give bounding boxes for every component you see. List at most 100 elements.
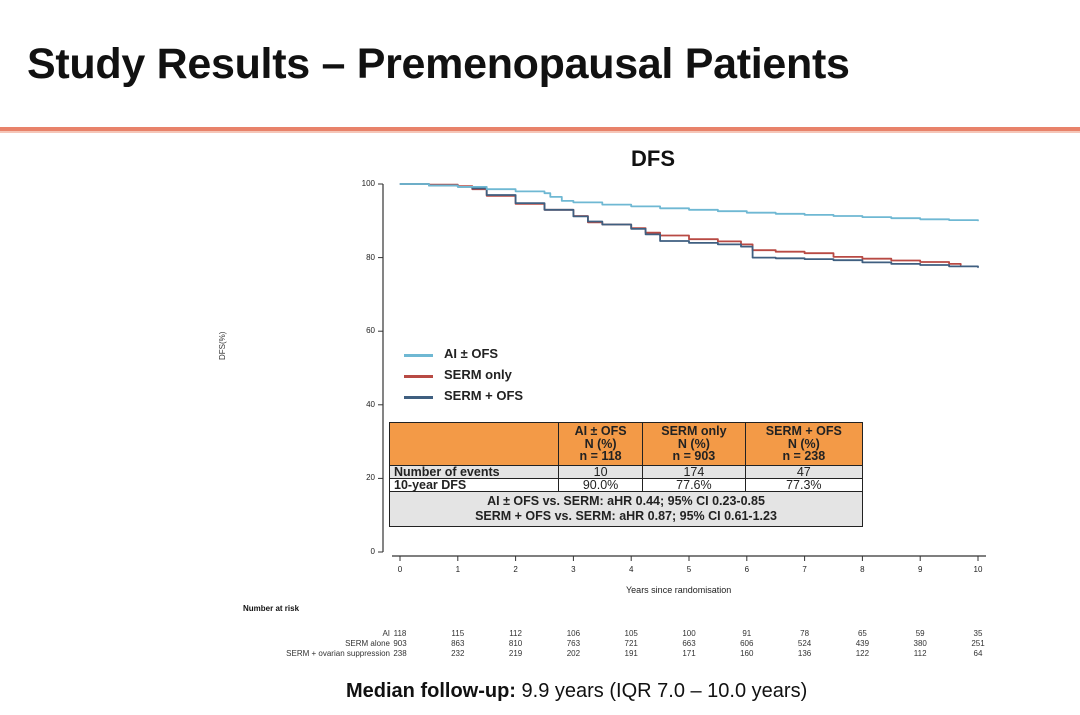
- cell-value: 90.0%: [557, 477, 644, 492]
- header-serm-ofs: SERM + OFS N (%) n = 238: [744, 422, 864, 466]
- table-row-events: Number of events 10 174 47: [389, 464, 864, 479]
- legend-swatch: [404, 396, 433, 399]
- data-point: [601, 223, 603, 226]
- number-at-risk-value: 810: [508, 639, 523, 648]
- data-point: [919, 218, 921, 220]
- y-tick-label: 60: [366, 326, 375, 336]
- data-point: [919, 261, 921, 263]
- cell-value: 77.6%: [642, 477, 746, 492]
- legend-item-serm-ofs: SERM + OFS: [404, 387, 584, 408]
- x-tick-label: 3: [571, 565, 576, 574]
- number-at-risk-value: 721: [624, 639, 638, 648]
- data-point: [977, 266, 979, 269]
- x-tick-label: 2: [513, 565, 518, 574]
- y-tick-label: 40: [366, 399, 375, 409]
- header-line: AI ± OFS: [574, 424, 627, 438]
- number-at-risk-value: 202: [566, 649, 581, 658]
- comparison-ai-vs-serm: AI ± OFS vs. SERM: aHR 0.44; 95% CI 0.23…: [487, 493, 765, 508]
- footer-bold: Median follow-up:: [346, 680, 516, 702]
- data-point: [543, 209, 546, 211]
- data-point: [804, 258, 806, 260]
- data-point: [832, 215, 835, 217]
- data-point: [549, 196, 551, 198]
- number-at-risk-value: 78: [800, 629, 810, 638]
- data-point: [746, 212, 748, 214]
- data-point: [688, 242, 690, 244]
- data-point: [515, 202, 517, 204]
- summary-table-header: AI ± OFS N (%) n = 118 SERM only N (%) n…: [389, 422, 864, 466]
- data-point: [890, 263, 892, 265]
- number-at-risk-value: 439: [855, 639, 870, 648]
- x-tick-label: 10: [973, 565, 983, 574]
- cell-value: 174: [642, 464, 746, 479]
- table-row-hazard-ratios: AI ± OFS vs. SERM: aHR 0.44; 95% CI 0.23…: [389, 490, 863, 527]
- y-tick-label: 0: [370, 547, 375, 556]
- number-at-risk-value: 863: [451, 639, 465, 648]
- data-point: [457, 186, 459, 188]
- curve-serm-only: [400, 183, 962, 266]
- number-at-risk-value: 232: [451, 649, 465, 658]
- data-point: [948, 265, 950, 268]
- data-point: [471, 187, 473, 190]
- legend-swatch: [404, 354, 433, 357]
- x-tick-label: 9: [917, 565, 923, 574]
- cell-value: 47: [744, 464, 864, 479]
- data-point: [977, 220, 979, 222]
- data-point: [543, 192, 546, 194]
- data-point: [948, 219, 950, 221]
- y-tick-label: 100: [361, 179, 375, 188]
- number-at-risk-value: 91: [742, 629, 752, 638]
- legend-label: SERM + OFS: [444, 388, 524, 403]
- number-at-risk-group-label: SERM + ovarian suppression: [286, 649, 390, 658]
- number-at-risk-value: 122: [855, 649, 870, 658]
- data-point: [659, 207, 661, 209]
- title-divider: [0, 127, 1080, 131]
- number-at-risk-value: 112: [913, 649, 927, 658]
- number-at-risk-value: 136: [797, 649, 812, 658]
- number-at-risk-value: 903: [393, 639, 407, 648]
- data-point: [486, 188, 488, 190]
- data-point: [717, 240, 719, 243]
- legend-swatch: [404, 375, 433, 378]
- data-point: [659, 240, 661, 242]
- footer-text: 9.9 years (IQR 7.0 – 10.0 years): [515, 680, 808, 702]
- number-at-risk-value: 663: [682, 639, 696, 648]
- header-line: N (%): [787, 436, 820, 451]
- y-tick-label: 20: [366, 473, 375, 483]
- header-serm-only: SERM only N (%) n = 903: [642, 422, 746, 466]
- legend-label: AI ± OFS: [444, 346, 499, 361]
- header-line: n = 238: [782, 449, 826, 463]
- number-at-risk-group-label: SERM alone: [345, 639, 390, 648]
- title-divider-shadow: [0, 131, 1080, 133]
- data-point: [428, 184, 430, 187]
- data-point: [861, 258, 864, 260]
- number-at-risk-value: 238: [393, 649, 407, 658]
- number-at-risk-value: 115: [451, 629, 465, 638]
- x-tick-label: 0: [397, 565, 403, 574]
- data-point: [688, 238, 690, 240]
- legend-item-serm-only: SERM only: [404, 366, 584, 387]
- legend: AI ± OFS SERM only SERM + OFS: [404, 345, 584, 408]
- data-point: [515, 190, 517, 192]
- legend-label: SERM only: [444, 367, 512, 382]
- data-point: [688, 209, 690, 211]
- data-point: [399, 183, 401, 185]
- number-at-risk-value: 64: [973, 649, 983, 658]
- data-point: [832, 259, 835, 261]
- cell-value: 10: [557, 464, 644, 479]
- x-tick-label: 4: [628, 565, 634, 574]
- header-line: n = 903: [672, 449, 716, 463]
- data-point: [861, 261, 864, 263]
- data-point: [919, 264, 921, 266]
- number-at-risk-value: 106: [566, 629, 581, 638]
- number-at-risk-group-label: AI: [382, 629, 390, 638]
- data-point: [804, 214, 806, 216]
- data-point: [601, 204, 603, 206]
- number-at-risk-value: 118: [393, 629, 407, 638]
- data-point: [717, 243, 719, 245]
- legend-item-ai-ofs: AI ± OFS: [404, 345, 584, 366]
- hazard-ratio-cell: AI ± OFS vs. SERM: aHR 0.44; 95% CI 0.23…: [389, 490, 863, 527]
- data-point: [630, 228, 632, 230]
- number-at-risk-value: 763: [566, 639, 581, 648]
- data-point: [751, 257, 754, 259]
